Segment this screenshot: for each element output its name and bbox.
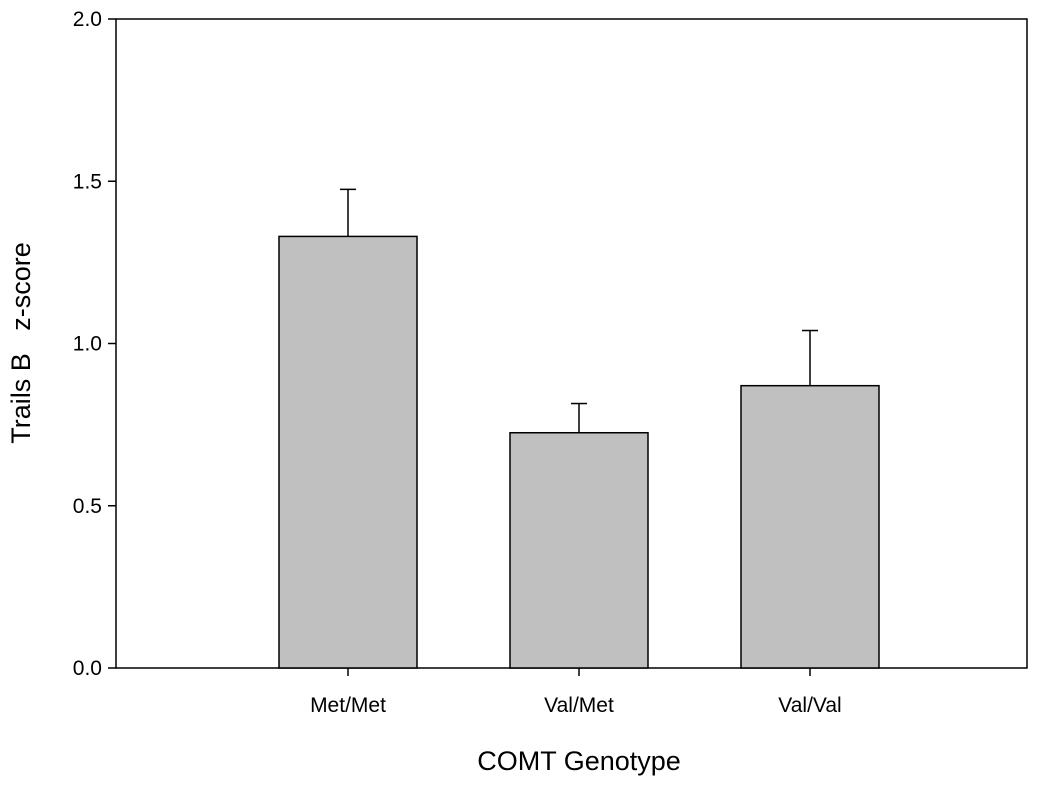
y-tick-label: 2.0 bbox=[73, 8, 102, 31]
y-tick-label: 0.5 bbox=[73, 495, 102, 518]
y-axis-title: Trails B z-score bbox=[6, 242, 36, 444]
bar-met-met bbox=[278, 235, 418, 669]
x-axis-tick-labels: Met/Met Val/Met Val/Val bbox=[310, 668, 842, 717]
y-tick-label: 1.5 bbox=[73, 170, 102, 193]
x-tick-label: Val/Val bbox=[778, 694, 841, 717]
y-tick-label: 1.0 bbox=[73, 333, 102, 356]
y-tick-label: 0.0 bbox=[73, 657, 102, 680]
y-axis-ticks: 0.0 0.5 1.0 1.5 2.0 bbox=[73, 8, 116, 680]
bar-val-met bbox=[509, 431, 649, 669]
bar-val-val bbox=[740, 384, 880, 669]
x-tick-label: Met/Met bbox=[310, 694, 386, 717]
x-axis-title: COMT Genotype bbox=[477, 746, 681, 776]
bars-group bbox=[278, 188, 880, 669]
x-tick-label: Val/Met bbox=[544, 694, 614, 717]
